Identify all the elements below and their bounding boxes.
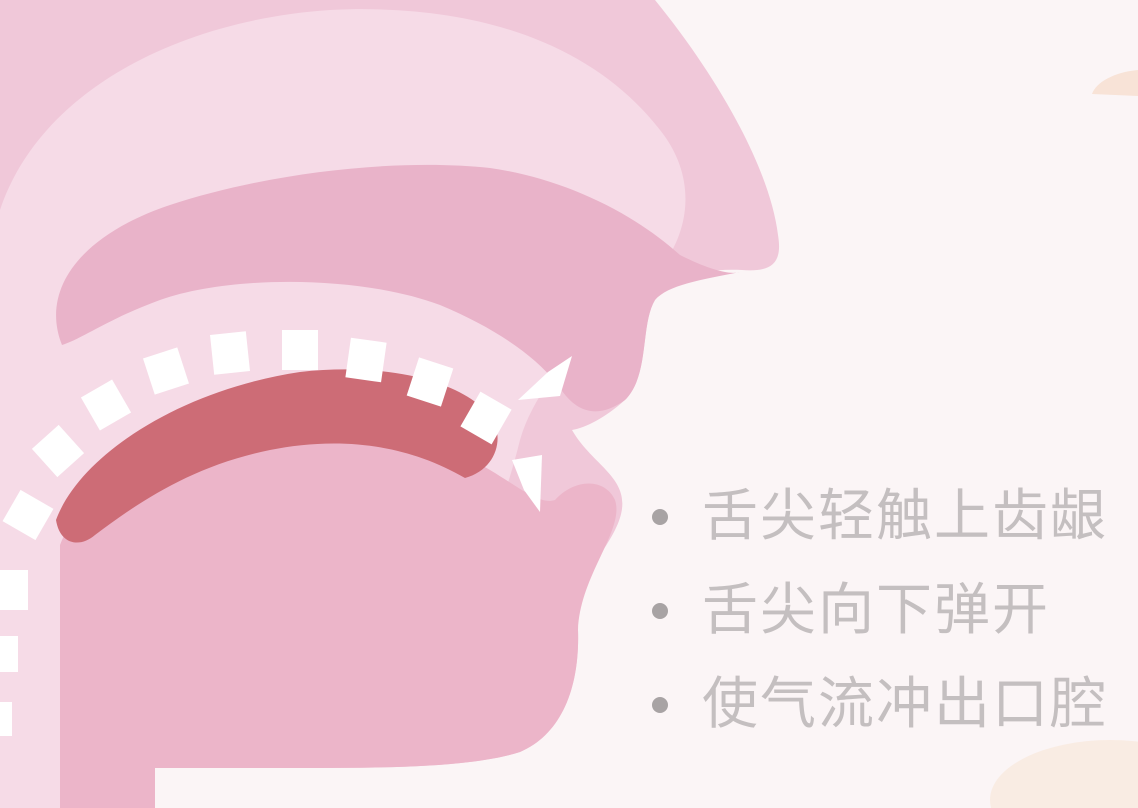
upper-tooth-mark <box>31 424 85 478</box>
bullet-dot <box>652 509 668 525</box>
teeth-markers <box>0 330 572 736</box>
step-text: 舌尖向下弹开 <box>702 578 1050 643</box>
upper-tooth-mark <box>210 331 250 375</box>
upper-tooth-mark <box>460 391 512 445</box>
upper-palate <box>56 164 740 412</box>
upper-tooth-mark <box>406 357 454 407</box>
bullet-dot <box>652 697 668 713</box>
corner-decoration-bottom <box>990 740 1138 808</box>
bullet-dot <box>652 603 668 619</box>
upper-tooth-mark <box>0 570 28 610</box>
upper-incisor <box>518 356 572 400</box>
articulation-steps: 舌尖轻触上齿龈 舌尖向下弹开 使气流冲出口腔 <box>652 470 1108 752</box>
upper-tooth-mark <box>345 337 387 383</box>
tongue-tip <box>56 369 498 543</box>
step-item: 舌尖向下弹开 <box>652 564 1108 658</box>
lower-incisor <box>512 455 542 512</box>
upper-tooth-mark <box>80 379 132 431</box>
step-item: 使气流冲出口腔 <box>652 658 1108 752</box>
corner-decoration-top <box>1092 70 1138 96</box>
upper-tooth-mark <box>143 347 189 395</box>
step-text: 使气流冲出口腔 <box>702 672 1108 737</box>
step-text: 舌尖轻触上齿龈 <box>702 484 1108 549</box>
upper-tooth-mark <box>0 636 18 672</box>
upper-tooth-mark <box>282 330 318 370</box>
step-item: 舌尖轻触上齿龈 <box>652 470 1108 564</box>
upper-tooth-mark <box>2 489 54 541</box>
tongue-body <box>60 428 617 808</box>
upper-tooth-mark <box>0 702 12 736</box>
